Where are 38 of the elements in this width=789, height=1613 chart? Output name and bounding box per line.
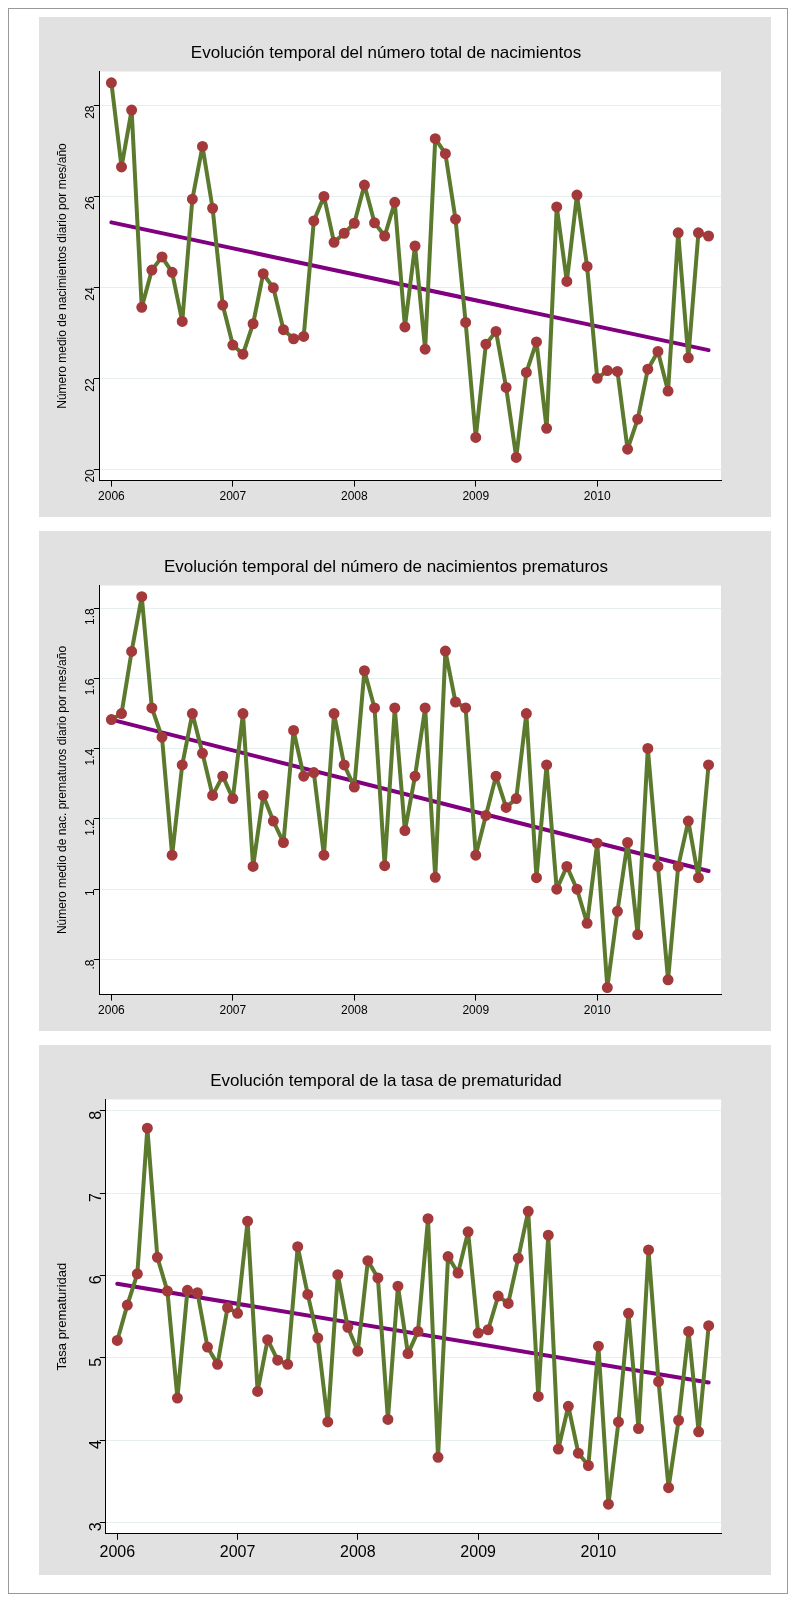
y-axis-title: Tasa prematuridad <box>54 1262 70 1371</box>
y-tick-label: 24 <box>83 287 98 301</box>
y-tick-label: 28 <box>83 105 98 119</box>
y-tick-label: 4 <box>87 1439 105 1449</box>
y-tick-label: 3 <box>87 1522 105 1532</box>
y-tick-label: 1.2 <box>83 818 98 836</box>
y-tick-label: 7 <box>87 1193 105 1203</box>
x-tick-label: 2009 <box>460 1542 497 1560</box>
x-tick-label: 2008 <box>340 1542 376 1560</box>
y-tick-label: 1 <box>83 888 98 896</box>
y-axis-title: Número medio de nac. prematuros diario por mes/año <box>54 645 69 935</box>
y-tick-label: 20 <box>83 468 98 483</box>
y-tick-label: 1.6 <box>83 678 98 696</box>
x-tick-label: 2008 <box>340 1003 368 1018</box>
x-tick-label: 2009 <box>462 489 490 504</box>
x-tick-label: 2006 <box>99 1542 136 1560</box>
y-tick-label: 5 <box>87 1357 105 1367</box>
x-tick-label: 2010 <box>583 1003 611 1018</box>
x-tick-label: 2009 <box>462 1003 490 1018</box>
y-tick-label: 1.8 <box>83 607 98 625</box>
y-tick-label: 6 <box>87 1275 105 1285</box>
y-tick-label: .8 <box>83 959 98 970</box>
y-tick-label: 26 <box>83 196 98 210</box>
x-tick-label: 2010 <box>583 489 611 504</box>
y-tick-label: 22 <box>83 377 98 392</box>
x-tick-label: 2006 <box>98 489 126 504</box>
chart-title: Evolución temporal de la tasa de prematuridad <box>210 1070 562 1090</box>
y-axis-title: Número medio de nacimientos diario por mes/año <box>54 142 69 409</box>
x-tick-label: 2007 <box>219 489 247 504</box>
y-tick-label: 1.4 <box>83 748 98 766</box>
y-tick-label: 8 <box>87 1110 105 1120</box>
chart-title: Evolución temporal del número de nacimientos prematuros <box>163 556 609 576</box>
x-tick-label: 2007 <box>219 1542 256 1560</box>
x-tick-label: 2006 <box>98 1003 126 1018</box>
x-tick-label: 2008 <box>340 489 368 504</box>
chart-title: Evolución temporal del número total de nacimientos <box>190 42 582 62</box>
x-tick-label: 2007 <box>219 1003 247 1018</box>
x-tick-label: 2010 <box>580 1542 617 1560</box>
